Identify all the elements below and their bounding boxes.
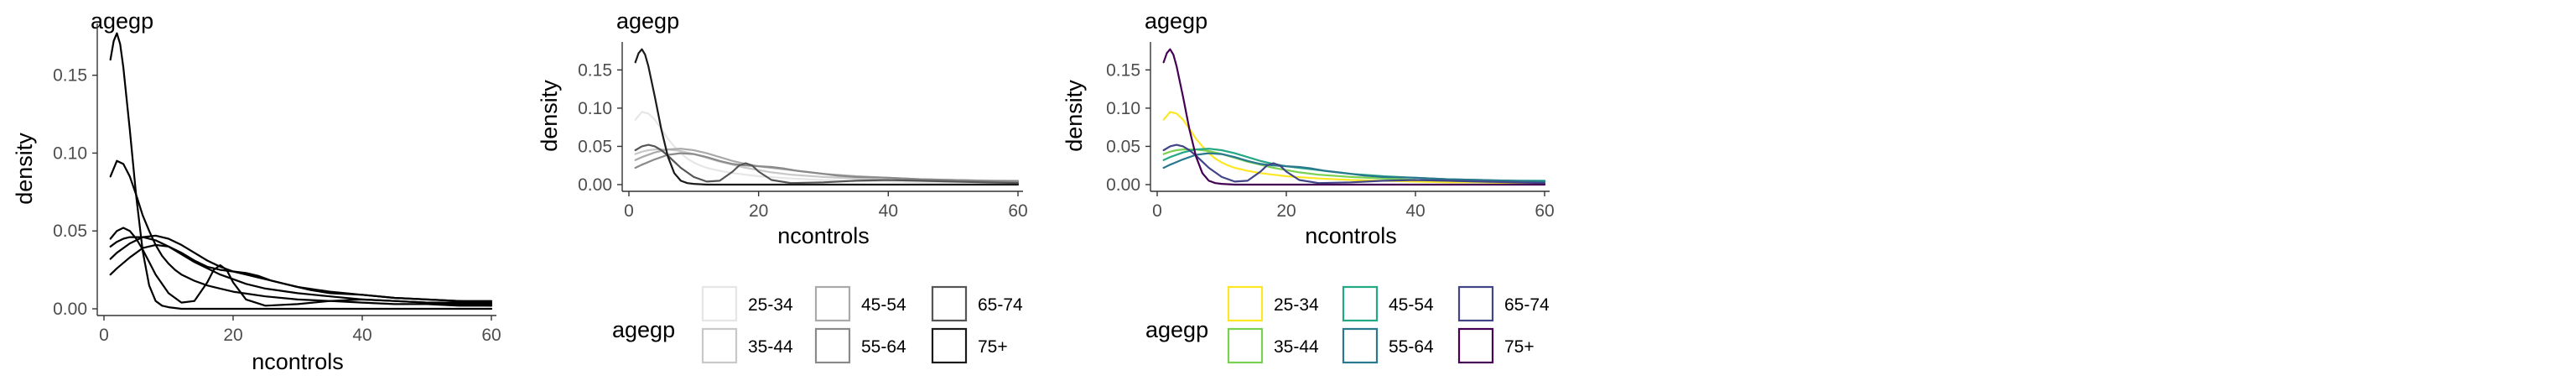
- legend-key-45-54: [814, 285, 851, 322]
- panel-title: agegp: [91, 8, 153, 34]
- density-line-65-74: [1162, 143, 1546, 185]
- y-axis-title: density: [12, 133, 37, 205]
- legend-key-25-34: [701, 285, 738, 322]
- x-tick-label: 60: [481, 326, 501, 345]
- density-line-25-34: [634, 111, 1020, 185]
- y-tick-label: 0.00: [53, 300, 87, 319]
- density-line-65-74: [634, 143, 1020, 185]
- legend-key-75+: [1457, 327, 1494, 364]
- density-line-65-74: [109, 227, 493, 307]
- legend-key-75+: [931, 327, 968, 364]
- y-tick-label: 0.15: [578, 60, 612, 80]
- y-tick-label: 0.05: [578, 137, 612, 156]
- y-tick-label: 0.15: [53, 66, 87, 86]
- legend-key-55-64: [1342, 327, 1379, 364]
- chart-panel-1: agegp 0 20 40 60 0.00 0.05 0.10 0.15 ncontrols den…: [12, 8, 501, 374]
- x-tick-label: 40: [1405, 201, 1425, 221]
- y-tick-label: 0.10: [578, 99, 612, 118]
- y-tick-label: 0.00: [1106, 175, 1140, 195]
- chart-panel-2: agegp 0 20 40 60 0.00 0.05 0.10 0.15 ncontrols den…: [537, 8, 1028, 364]
- panel-title: agegp: [616, 8, 679, 34]
- legend-key-65-74: [931, 285, 968, 322]
- y-tick-label: 0.15: [1106, 60, 1140, 80]
- x-tick-label: 40: [879, 201, 898, 221]
- density-line-25-34: [109, 159, 493, 307]
- x-tick-label: 60: [1535, 201, 1554, 221]
- legend-label: 35-44: [1274, 337, 1319, 357]
- legend: agegp 25-34 35-44 45-54 55-64 65-74 75+: [1145, 285, 1550, 364]
- density-line-55-64: [1162, 152, 1546, 183]
- x-axis-title: ncontrols: [777, 223, 870, 248]
- density-line-25-34: [1162, 111, 1546, 185]
- legend-label: 55-64: [861, 337, 906, 357]
- legend-key-35-44: [701, 327, 738, 364]
- x-axis-title: ncontrols: [252, 349, 344, 374]
- density-line-75+: [1162, 48, 1546, 186]
- y-tick-label: 0.10: [1106, 99, 1140, 118]
- y-tick-label: 0.05: [1106, 137, 1140, 156]
- x-tick-label: 20: [1276, 201, 1296, 221]
- y-tick-label: 0.00: [578, 175, 612, 195]
- legend: agegp 25-34 35-44 45-54 55-64 65-74 75+: [612, 285, 1023, 364]
- density-line-55-64: [109, 243, 493, 304]
- density-line-75+: [109, 32, 493, 310]
- y-tick-label: 0.10: [53, 143, 87, 163]
- panel-title: agegp: [1145, 8, 1208, 34]
- x-axis-title: ncontrols: [1305, 223, 1397, 248]
- legend-key-65-74: [1457, 285, 1494, 322]
- legend-key-35-44: [1227, 327, 1264, 364]
- x-tick-label: 20: [749, 201, 768, 221]
- x-tick-label: 40: [352, 326, 371, 345]
- legend-label: 65-74: [978, 295, 1023, 315]
- x-tick-label: 20: [223, 326, 242, 345]
- legend-label: 45-54: [861, 295, 906, 315]
- legend-label: 65-74: [1504, 295, 1550, 315]
- y-tick-label: 0.05: [53, 222, 87, 241]
- legend-label: 75+: [978, 337, 1008, 357]
- x-tick-label: 0: [624, 201, 634, 221]
- y-axis-title: density: [537, 80, 562, 152]
- x-tick-label: 0: [1152, 201, 1162, 221]
- y-axis-title: density: [1062, 80, 1087, 152]
- x-tick-label: 60: [1008, 201, 1027, 221]
- legend-key-45-54: [1342, 285, 1379, 322]
- legend-title: agegp: [1145, 317, 1208, 342]
- legend-key-25-34: [1227, 285, 1264, 322]
- legend-title: agegp: [612, 317, 675, 342]
- legend-label: 35-44: [748, 337, 793, 357]
- density-line-55-64: [634, 152, 1020, 183]
- legend-label: 25-34: [748, 295, 793, 315]
- legend-label: 55-64: [1389, 337, 1434, 357]
- legend-label: 45-54: [1389, 295, 1434, 315]
- legend-label: 25-34: [1274, 295, 1319, 315]
- density-line-75+: [634, 48, 1020, 186]
- x-tick-label: 0: [99, 326, 109, 345]
- legend-key-55-64: [814, 327, 851, 364]
- legend-label: 75+: [1504, 337, 1535, 357]
- chart-panel-3: agegp 0 20 40 60 0.00 0.05 0.10 0.15 ncontrols den…: [1062, 8, 1555, 364]
